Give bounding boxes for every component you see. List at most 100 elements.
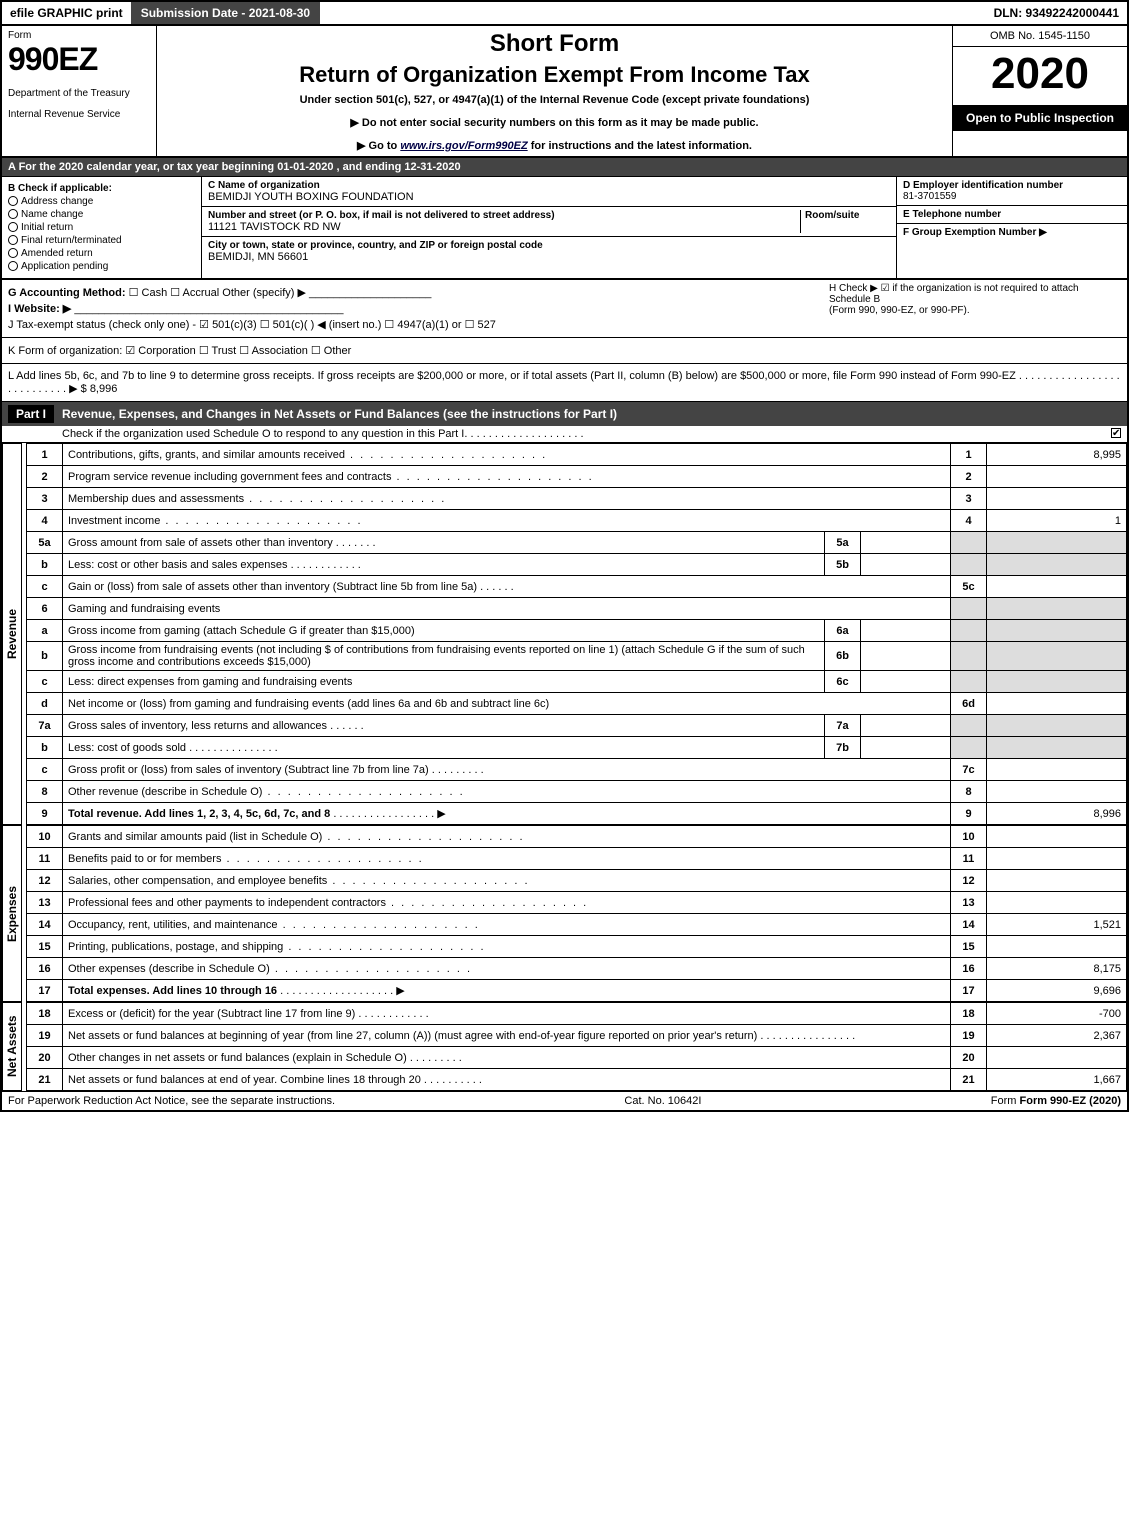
meta-block: G Accounting Method: ☐ Cash ☐ Accrual Ot… [2,280,1127,338]
check-amended-return[interactable]: Amended return [8,248,195,259]
tax-year: 2020 [953,47,1127,105]
room-label: Room/suite [805,210,890,221]
street-value: 11121 TAVISTOCK RD NW [208,221,800,233]
line-21: 21Net assets or fund balances at end of … [27,1069,1127,1091]
line-15: 15Printing, publications, postage, and s… [27,936,1127,958]
org-name-label: C Name of organization [208,180,890,191]
line-16: 16Other expenses (describe in Schedule O… [27,958,1127,980]
expenses-section: Expenses 10Grants and similar amounts pa… [2,825,1127,1002]
revenue-section: Revenue 1Contributions, gifts, grants, a… [2,443,1127,825]
right-header: OMB No. 1545-1150 2020 Open to Public In… [952,26,1127,156]
line-6b: bGross income from fundraising events (n… [27,642,1127,671]
check-application-pending[interactable]: Application pending [8,261,195,272]
line-6d: dNet income or (loss) from gaming and fu… [27,693,1127,715]
line-14: 14Occupancy, rent, utilities, and mainte… [27,914,1127,936]
revenue-table: 1Contributions, gifts, grants, and simil… [26,443,1127,825]
box-l-amount: ▶ $ 8,996 [69,383,117,395]
box-def: D Employer identification number 81-3701… [897,177,1127,278]
line-5c: cGain or (loss) from sale of assets othe… [27,576,1127,598]
form-container: efile GRAPHIC print Submission Date - 20… [0,0,1129,1112]
netassets-table: 18Excess or (deficit) for the year (Subt… [26,1002,1127,1091]
part1-checkbox[interactable] [1111,428,1121,438]
ein-label: D Employer identification number [903,180,1121,191]
check-initial-return[interactable]: Initial return [8,222,195,233]
check-address-change[interactable]: Address change [8,196,195,207]
line-7b: bLess: cost of goods sold . . . . . . . … [27,737,1127,759]
box-h-sub: (Form 990, 990-EZ, or 990-PF). [829,305,1121,316]
info-line: ▶ Go to www.irs.gov/Form990EZ for instru… [163,139,946,152]
line-11: 11Benefits paid to or for members11 [27,848,1127,870]
check-final-return[interactable]: Final return/terminated [8,235,195,246]
netassets-section: Net Assets 18Excess or (deficit) for the… [2,1002,1127,1091]
dln-label: DLN: 93492242000441 [986,2,1127,24]
box-k: K Form of organization: ☑ Corporation ☐ … [8,344,1121,357]
box-h-label: H Check ▶ ☑ if the organization is not r… [829,283,1121,305]
street-label: Number and street (or P. O. box, if mail… [208,210,800,221]
check-name-change[interactable]: Name change [8,209,195,220]
line-9: 9Total revenue. Add lines 1, 2, 3, 4, 5c… [27,803,1127,825]
revenue-side-label: Revenue [2,443,22,825]
line-17: 17Total expenses. Add lines 10 through 1… [27,980,1127,1002]
city-label: City or town, state or province, country… [208,240,890,251]
expenses-table: 10Grants and similar amounts paid (list … [26,825,1127,1002]
line-2: 2Program service revenue including gover… [27,466,1127,488]
footer-left: For Paperwork Reduction Act Notice, see … [8,1095,335,1107]
line-6a: aGross income from gaming (attach Schedu… [27,620,1127,642]
info-pre: ▶ Go to [357,140,400,152]
top-bar: efile GRAPHIC print Submission Date - 20… [2,2,1127,26]
group-exemption-label: F Group Exemption Number ▶ [903,227,1121,238]
line-7c: cGross profit or (loss) from sales of in… [27,759,1127,781]
irs-link[interactable]: www.irs.gov/Form990EZ [400,140,527,152]
part1-header: Part I Revenue, Expenses, and Changes in… [2,402,1127,426]
ssn-warning: ▶ Do not enter social security numbers o… [163,116,946,129]
open-to-public: Open to Public Inspection [953,105,1127,131]
line-10: 10Grants and similar amounts paid (list … [27,826,1127,848]
submission-date-label: Submission Date - 2021-08-30 [131,2,320,24]
part1-check-text: Check if the organization used Schedule … [62,428,464,440]
footer: For Paperwork Reduction Act Notice, see … [2,1091,1127,1110]
ein-value: 81-3701559 [903,191,1121,202]
line-5a: 5aGross amount from sale of assets other… [27,532,1127,554]
info-grid: B Check if applicable: Address change Na… [2,177,1127,280]
line-18: 18Excess or (deficit) for the year (Subt… [27,1003,1127,1025]
line-6: 6Gaming and fundraising events [27,598,1127,620]
line-20: 20Other changes in net assets or fund ba… [27,1047,1127,1069]
line-3: 3Membership dues and assessments3 [27,488,1127,510]
phone-label: E Telephone number [903,209,1121,220]
dept-treasury: Department of the Treasury [8,88,150,99]
line-7a: 7aGross sales of inventory, less returns… [27,715,1127,737]
subtitle: Under section 501(c), 527, or 4947(a)(1)… [163,94,946,106]
info-post: for instructions and the latest informat… [528,140,752,152]
box-k-line: K Form of organization: ☑ Corporation ☐ … [2,338,1127,364]
city-value: BEMIDJI, MN 56601 [208,251,890,263]
part1-tag: Part I [8,405,54,423]
line-19: 19Net assets or fund balances at beginni… [27,1025,1127,1047]
box-l-line: L Add lines 5b, 6c, and 7b to line 9 to … [2,364,1127,402]
line-12: 12Salaries, other compensation, and empl… [27,870,1127,892]
line-4: 4Investment income41 [27,510,1127,532]
box-i: I Website: ▶ ___________________________… [8,302,821,315]
line-6c: cLess: direct expenses from gaming and f… [27,671,1127,693]
box-l: L Add lines 5b, 6c, and 7b to line 9 to … [8,370,1121,395]
line-8: 8Other revenue (describe in Schedule O)8 [27,781,1127,803]
omb-number: OMB No. 1545-1150 [953,26,1127,47]
part1-title: Revenue, Expenses, and Changes in Net As… [62,407,617,421]
part1-check-row: Check if the organization used Schedule … [2,426,1127,443]
box-g: G Accounting Method: ☐ Cash ☐ Accrual Ot… [8,286,821,299]
footer-right: Form Form 990-EZ (2020) [991,1095,1121,1107]
box-j: J Tax-exempt status (check only one) - ☑… [8,318,821,331]
form-word: Form [8,30,150,41]
tax-period-row: A For the 2020 calendar year, or tax yea… [2,158,1127,177]
efile-print-label[interactable]: efile GRAPHIC print [2,2,131,24]
title-block: Short Form Return of Organization Exempt… [157,26,952,156]
form-header: Form 990EZ Department of the Treasury In… [2,26,1127,158]
line-13: 13Professional fees and other payments t… [27,892,1127,914]
box-b: B Check if applicable: Address change Na… [2,177,202,278]
netassets-side-label: Net Assets [2,1002,22,1091]
org-name: BEMIDJI YOUTH BOXING FOUNDATION [208,191,890,203]
form-number: 990EZ [8,41,150,78]
short-form-title: Short Form [163,30,946,58]
footer-mid: Cat. No. 10642I [624,1095,701,1107]
form-id-block: Form 990EZ Department of the Treasury In… [2,26,157,156]
accounting-options[interactable]: ☐ Cash ☐ Accrual Other (specify) ▶ [129,287,306,299]
